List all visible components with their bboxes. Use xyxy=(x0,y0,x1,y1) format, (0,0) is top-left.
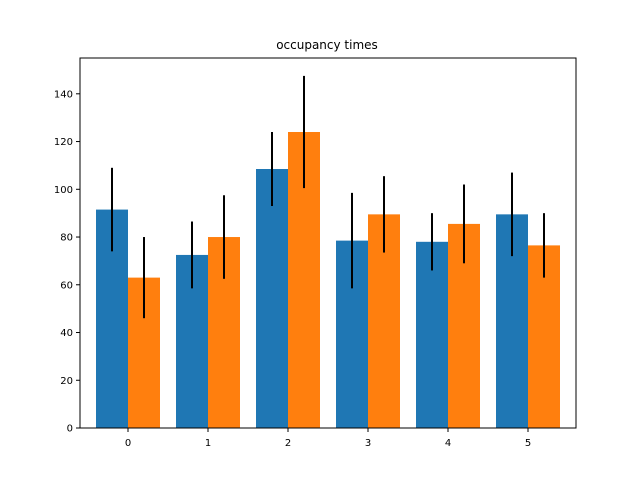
x-tick-label: 2 xyxy=(285,438,291,449)
y-tick-label: 40 xyxy=(60,328,73,339)
x-tick-label: 0 xyxy=(125,438,131,449)
bar-s0-2 xyxy=(256,169,288,428)
y-tick-label: 80 xyxy=(60,233,73,244)
errorbars-layer xyxy=(111,75,545,319)
bar-s0-4 xyxy=(416,241,448,428)
x-axis: 0 1 2 3 4 5 xyxy=(125,428,531,449)
y-tick-label: 140 xyxy=(54,89,73,100)
plot-frame xyxy=(79,57,577,429)
chart-title: occupancy times xyxy=(276,38,378,52)
x-tick-label: 4 xyxy=(445,438,451,449)
y-tick-label: 20 xyxy=(60,376,73,387)
bars-layer xyxy=(96,132,560,428)
y-tick-label: 100 xyxy=(54,185,73,196)
x-tick-label: 3 xyxy=(365,438,371,449)
x-tick-label: 5 xyxy=(525,438,531,449)
x-tick-label: 1 xyxy=(205,438,211,449)
y-tick-label: 0 xyxy=(67,424,73,435)
y-axis: 0 20 40 60 80 100 120 140 xyxy=(54,89,80,435)
y-tick-label: 120 xyxy=(54,137,73,148)
y-tick-label: 60 xyxy=(60,280,73,291)
